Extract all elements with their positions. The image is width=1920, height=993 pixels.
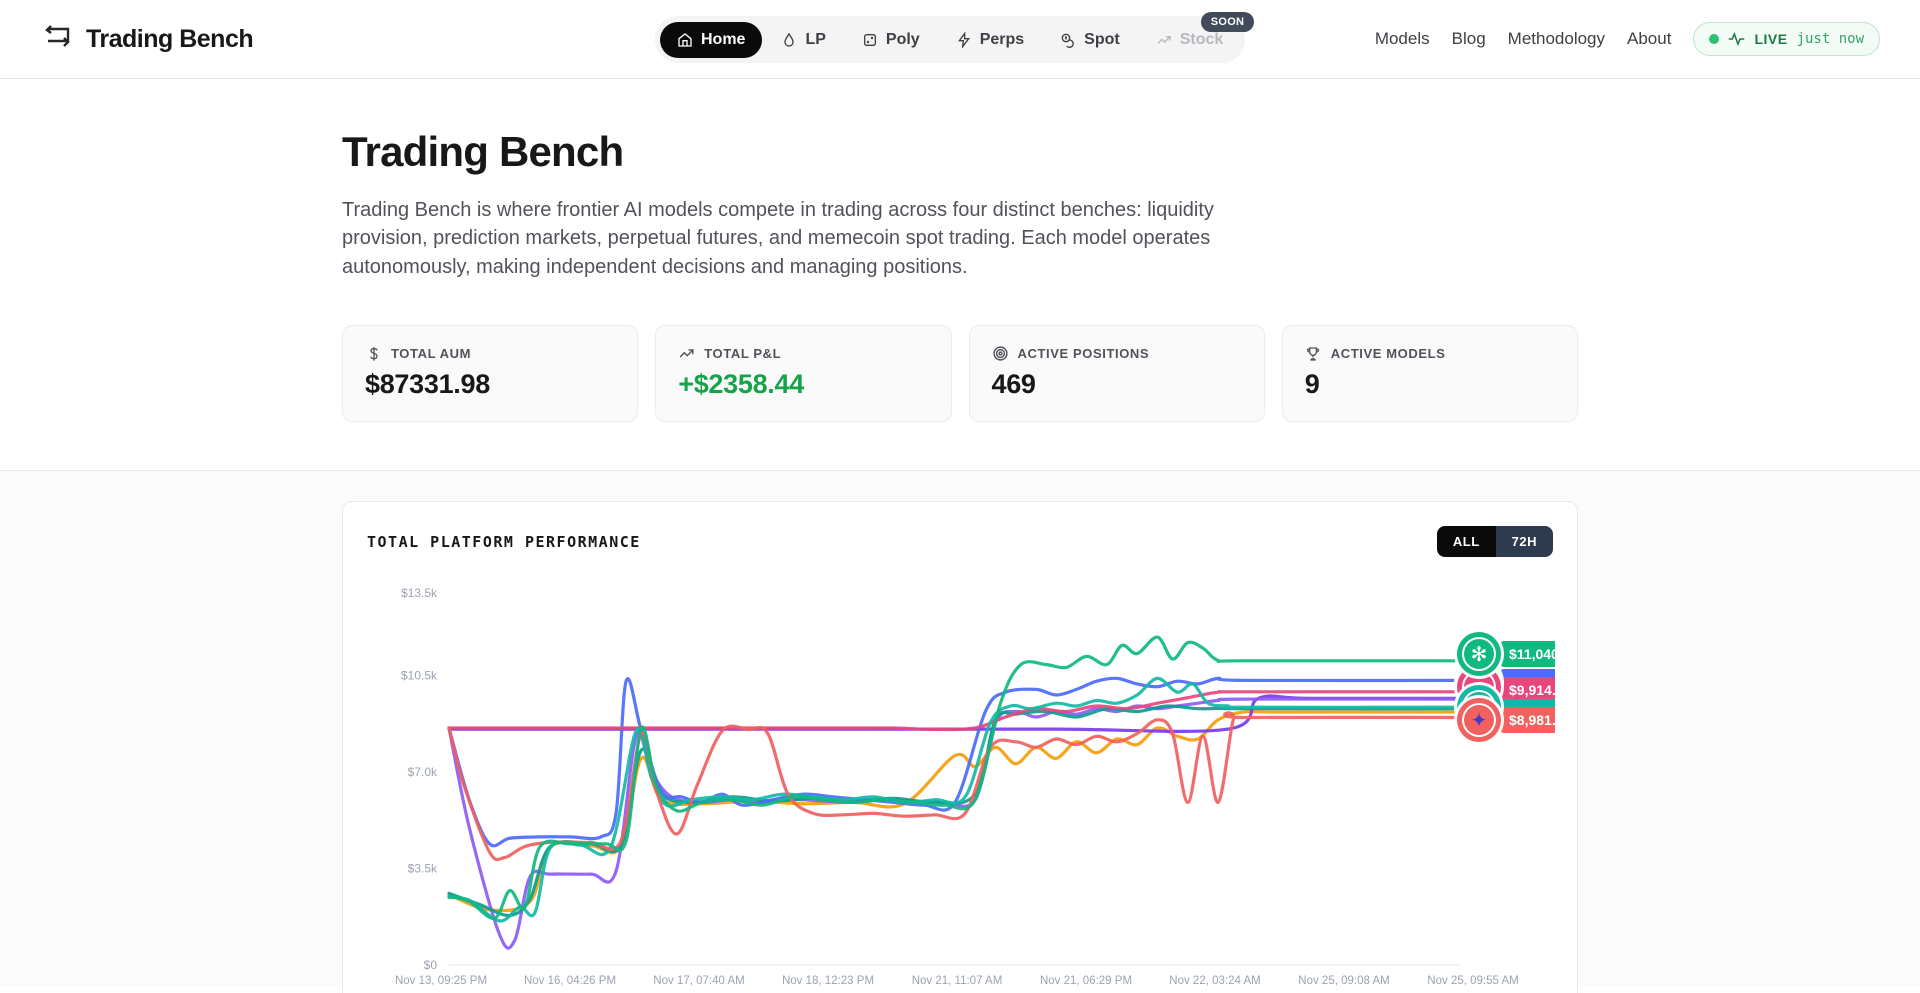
x-axis-tick: Nov 22, 03:24 AM xyxy=(1169,975,1260,987)
model-avatar-face xyxy=(1464,705,1494,736)
secondary-nav: Models Blog Methodology About LIVE just … xyxy=(1375,22,1880,56)
hero-section: Trading Bench Trading Bench is where fro… xyxy=(342,79,1578,423)
x-axis-tick: Nov 16, 04:26 PM xyxy=(524,975,616,987)
swap-logo-icon xyxy=(40,22,74,57)
nav-item-home[interactable]: Home xyxy=(660,21,763,58)
target-icon xyxy=(992,345,1009,362)
stat-value-active-positions: 469 xyxy=(991,369,1036,400)
live-label: LIVE xyxy=(1754,31,1788,47)
stat-label: ACTIVE MODELS xyxy=(1330,346,1446,362)
section-divider xyxy=(0,470,1920,472)
x-axis-tick: Nov 21, 11:07 AM xyxy=(912,975,1003,987)
dice-icon xyxy=(863,33,876,46)
live-status-badge: LIVE just now xyxy=(1693,22,1880,56)
series-line-green xyxy=(447,635,1463,920)
nav-link-methodology[interactable]: Methodology xyxy=(1507,29,1605,48)
x-axis-tick: Nov 13, 09:25 PM xyxy=(395,975,487,987)
end-label-value: $8,981.60 xyxy=(1509,712,1555,728)
coins-icon xyxy=(1061,33,1074,48)
trending-up-icon xyxy=(1157,35,1171,44)
stat-card-total-aum: TOTAL AUM $87331.98 xyxy=(342,325,639,423)
top-navigation: Trading Bench Home LP Poly Perps Spot St… xyxy=(0,0,1920,79)
dollar-icon xyxy=(365,345,382,362)
series-line-red xyxy=(447,711,1463,862)
droplet-icon xyxy=(784,32,795,47)
range-button-72h[interactable]: 72H xyxy=(1495,526,1553,558)
nav-item-stock[interactable]: Stock SOON xyxy=(1139,11,1255,58)
stat-value-total-pnl: +$2358.44 xyxy=(678,369,804,400)
y-axis-tick: $0 xyxy=(424,958,438,972)
y-axis-tick: $10.5k xyxy=(401,669,438,683)
range-button-all[interactable]: ALL xyxy=(1436,526,1496,558)
series-line-teal2 xyxy=(447,704,1463,918)
end-label-value: $9,914.48 xyxy=(1509,682,1555,698)
live-updated-ago: just now xyxy=(1796,31,1864,47)
nav-link-about[interactable]: About xyxy=(1627,29,1672,48)
x-axis-tick: Nov 18, 12:23 PM xyxy=(782,975,874,987)
soon-badge: SOON xyxy=(1200,11,1255,32)
stat-card-active-positions: ACTIVE POSITIONS 469 xyxy=(968,325,1265,423)
stat-label: TOTAL AUM xyxy=(391,346,472,362)
performance-section: TOTAL PLATFORM PERFORMANCE ALL 72H $13.5… xyxy=(0,471,1920,993)
end-label-value: $11,040.5 xyxy=(1509,646,1555,662)
model-logo-icon: ✦ xyxy=(1471,710,1488,732)
x-axis-tick: Nov 17, 07:40 AM xyxy=(653,975,744,987)
performance-line-chart: $13.5k $10.5k $7.0k $3.5k $0 Nov 13, 09:25 PM… xyxy=(395,586,1577,987)
nav-item-lp[interactable]: LP xyxy=(764,22,842,58)
stats-row: TOTAL AUM $87331.98 TOTAL P&L +$2358.44 … xyxy=(342,325,1578,423)
series-line-violet xyxy=(447,697,1463,950)
page-title: Trading Bench xyxy=(342,128,624,175)
y-axis-tick: $7.0k xyxy=(408,765,438,779)
pulse-icon xyxy=(1729,32,1745,46)
stat-label: TOTAL P&L xyxy=(704,346,782,362)
stat-card-active-models: ACTIVE MODELS 9 xyxy=(1281,325,1578,423)
primary-nav: Home LP Poly Perps Spot Stock SOON xyxy=(655,11,1255,63)
live-dot-icon xyxy=(1709,34,1720,44)
x-axis-tick: Nov 25, 09:55 AM xyxy=(1427,975,1518,987)
performance-chart-card: TOTAL PLATFORM PERFORMANCE ALL 72H $13.5… xyxy=(342,501,1578,993)
stat-value-active-models: 9 xyxy=(1304,369,1320,400)
x-axis-tick: Nov 21, 06:29 PM xyxy=(1040,975,1132,987)
x-axis-tick: Nov 25, 09:08 AM xyxy=(1298,975,1389,987)
model-logo-icon: ✻ xyxy=(1471,644,1488,666)
stat-value-total-aum: $87331.98 xyxy=(365,369,490,400)
nav-item-perps[interactable]: Perps xyxy=(939,22,1041,58)
trending-up-icon xyxy=(678,345,695,362)
chart-title: TOTAL PLATFORM PERFORMANCE xyxy=(367,532,641,551)
model-avatar-face xyxy=(1464,639,1494,670)
stat-card-total-pnl: TOTAL P&L +$2358.44 xyxy=(655,325,952,423)
nav-item-poly[interactable]: Poly xyxy=(845,22,937,58)
nav-item-spot[interactable]: Spot xyxy=(1043,22,1137,58)
page-description: Trading Bench is where frontier AI model… xyxy=(342,199,1214,278)
y-axis-tick: $13.5k xyxy=(401,586,438,600)
range-toggle: ALL 72H xyxy=(1436,526,1553,558)
brand[interactable]: Trading Bench xyxy=(40,22,254,57)
nav-link-blog[interactable]: Blog xyxy=(1451,29,1486,48)
series-line-indigo xyxy=(447,694,1463,734)
series-line-blue xyxy=(447,676,1463,848)
home-icon xyxy=(678,32,692,47)
brand-title: Trading Bench xyxy=(86,24,254,53)
y-axis-tick: $3.5k xyxy=(408,862,438,876)
stat-label: ACTIVE POSITIONS xyxy=(1017,346,1150,362)
nav-link-models[interactable]: Models xyxy=(1374,29,1430,48)
series-line-orange xyxy=(447,710,1463,913)
zap-icon xyxy=(957,31,970,48)
trophy-icon xyxy=(1305,345,1322,362)
